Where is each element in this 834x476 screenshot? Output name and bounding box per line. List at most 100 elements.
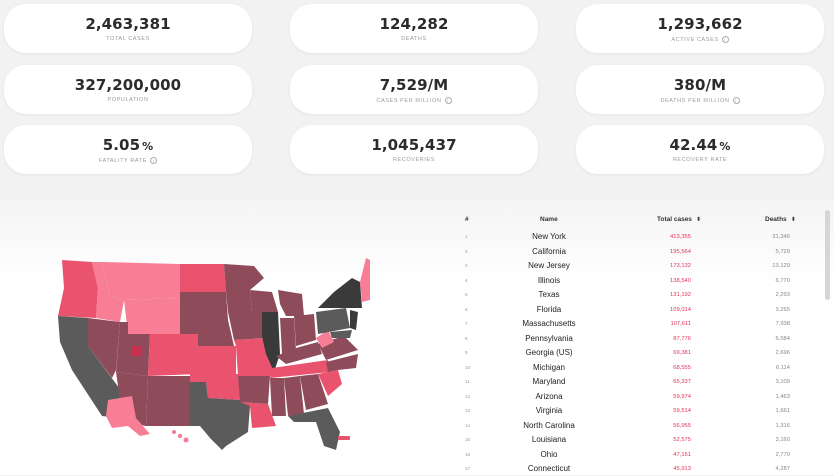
header-deaths[interactable]: Deaths ⬍ bbox=[765, 216, 796, 223]
state-wyoming[interactable] bbox=[124, 298, 180, 334]
stat-value: 380/M bbox=[673, 76, 727, 94]
row-cases: 131,192 bbox=[670, 292, 691, 298]
row-cases: 45,913 bbox=[673, 466, 691, 472]
state-west-virginia[interactable] bbox=[316, 330, 334, 348]
state-oregon[interactable] bbox=[58, 288, 98, 318]
stat-card-deaths: 124,282 DEATHS bbox=[290, 4, 538, 53]
state-minnesota[interactable] bbox=[224, 264, 264, 312]
header-name[interactable]: Name bbox=[540, 216, 558, 223]
table-row[interactable]: 15 Louisiana 52,575 3,160 bbox=[455, 432, 820, 447]
state-texas[interactable] bbox=[190, 382, 250, 450]
state-maryland[interactable] bbox=[330, 330, 352, 338]
table-row[interactable]: 3 New Jersey 173,132 13,129 bbox=[455, 258, 820, 273]
stat-label: RECOVERY RATE bbox=[672, 157, 728, 163]
state-iowa[interactable] bbox=[228, 312, 266, 340]
info-icon[interactable]: i bbox=[444, 97, 452, 104]
state-missouri[interactable] bbox=[234, 338, 274, 376]
info-icon[interactable]: i bbox=[150, 157, 158, 164]
state-hawaii-3[interactable] bbox=[183, 437, 189, 443]
stat-value: 327,200,000 bbox=[74, 76, 182, 94]
table-row[interactable]: 6 Florida 109,014 3,265 bbox=[455, 302, 820, 317]
row-name: Illinois bbox=[537, 275, 561, 285]
table-row[interactable]: 10 Michigan 68,555 6,114 bbox=[455, 360, 820, 375]
stat-value: 7,529/M bbox=[379, 76, 449, 94]
state-new-england[interactable] bbox=[360, 258, 370, 302]
table-scrollbar[interactable] bbox=[825, 210, 830, 300]
state-north-dakota[interactable] bbox=[180, 264, 226, 292]
state-alabama[interactable] bbox=[284, 376, 304, 416]
info-icon[interactable]: i bbox=[732, 97, 740, 104]
row-cases: 138,540 bbox=[670, 277, 691, 284]
sort-icon[interactable]: ⬍ bbox=[695, 217, 701, 223]
state-nevada[interactable] bbox=[88, 318, 120, 378]
table-row[interactable]: 12 Arizona 59,974 1,463 bbox=[455, 389, 820, 404]
state-indiana[interactable] bbox=[280, 318, 296, 354]
row-deaths: 1,316 bbox=[775, 422, 790, 429]
row-rank: 16 bbox=[465, 451, 471, 457]
state-florida[interactable] bbox=[288, 408, 340, 450]
row-name: California bbox=[532, 246, 566, 256]
state-new-mexico[interactable] bbox=[146, 376, 190, 426]
state-south-dakota[interactable] bbox=[180, 292, 228, 320]
state-new-jersey[interactable] bbox=[350, 310, 358, 330]
state-alaska[interactable] bbox=[106, 396, 150, 436]
stats-cards: 2,463,381 TOTAL CASES 124,282 DEATHS 1,2… bbox=[0, 0, 834, 190]
header-total-cases[interactable]: Total cases ⬍ bbox=[657, 216, 701, 223]
stat-label: RECOVERIES bbox=[392, 157, 436, 163]
table-row[interactable]: 16 Ohio 47,151 2,770 bbox=[455, 447, 820, 462]
state-california[interactable] bbox=[58, 316, 128, 418]
state-colorado[interactable] bbox=[148, 334, 198, 376]
table-row[interactable]: 8 Pennsylvania 87,776 6,584 bbox=[455, 331, 820, 346]
state-oklahoma[interactable] bbox=[190, 374, 240, 400]
puerto-rico[interactable] bbox=[338, 436, 350, 440]
table-row[interactable]: 13 Virginia 59,514 1,661 bbox=[455, 403, 820, 418]
state-hawaii-2[interactable] bbox=[177, 433, 183, 439]
state-pennsylvania[interactable] bbox=[316, 308, 350, 334]
state-washington[interactable] bbox=[62, 260, 98, 288]
row-deaths: 3,160 bbox=[775, 437, 790, 443]
state-south-carolina[interactable] bbox=[318, 370, 342, 396]
table-row[interactable]: 9 Georgia (US) 69,381 2,696 bbox=[455, 345, 820, 360]
state-arkansas[interactable] bbox=[238, 376, 270, 404]
state-kentucky[interactable] bbox=[276, 342, 322, 364]
row-name: Maryland bbox=[532, 377, 566, 386]
row-cases: 109,014 bbox=[670, 306, 691, 313]
table-row[interactable]: 5 Texas 131,192 2,293 bbox=[455, 287, 820, 302]
table-row[interactable]: 11 Maryland 65,337 3,109 bbox=[455, 374, 820, 389]
row-cases: 59,974 bbox=[673, 393, 691, 400]
table-row[interactable]: 4 Illinois 138,540 6,770 bbox=[455, 273, 820, 288]
salt-lake-highlight bbox=[132, 346, 142, 356]
table-row[interactable]: 2 California 195,564 5,729 bbox=[455, 244, 820, 259]
info-icon[interactable]: i bbox=[721, 36, 729, 43]
state-michigan[interactable] bbox=[278, 290, 304, 316]
state-nebraska[interactable] bbox=[180, 320, 234, 346]
stat-value: 1,293,662 bbox=[657, 15, 743, 33]
table-row[interactable]: 17 Connecticut 45,913 4,287 bbox=[455, 461, 820, 476]
table-row[interactable]: 1 New York 413,355 31,346 bbox=[455, 229, 820, 244]
table-row[interactable]: 7 Massachusetts 107,611 7,938 bbox=[455, 316, 820, 331]
state-illinois[interactable] bbox=[262, 312, 280, 372]
state-georgia[interactable] bbox=[300, 374, 328, 410]
stat-label: FATALITY RATE i bbox=[4, 157, 252, 164]
row-deaths: 1,463 bbox=[775, 393, 790, 400]
state-tennessee[interactable] bbox=[270, 360, 330, 378]
stat-card-active-cases: 1,293,662 ACTIVE CASES i bbox=[576, 4, 824, 53]
states-table: # Name Total cases ⬍ Deaths ⬍ 1 New York 413… bbox=[455, 210, 820, 475]
state-ohio[interactable] bbox=[294, 314, 316, 346]
stat-value: 1,045,437 bbox=[371, 136, 457, 154]
state-montana[interactable] bbox=[102, 262, 180, 300]
state-louisiana[interactable] bbox=[240, 402, 276, 428]
state-new-york[interactable] bbox=[318, 278, 362, 308]
row-deaths: 6,584 bbox=[775, 335, 790, 342]
stat-label: CASES PER MILLION i bbox=[290, 97, 538, 104]
state-hawaii[interactable] bbox=[172, 430, 176, 434]
stat-card-fatality-rate: 5.05% FATALITY RATE i bbox=[4, 125, 252, 174]
row-name: Connecticut bbox=[527, 464, 571, 473]
state-idaho[interactable] bbox=[92, 262, 124, 322]
table-row[interactable]: 14 North Carolina 56,955 1,316 bbox=[455, 418, 820, 433]
state-kansas[interactable] bbox=[198, 346, 236, 374]
state-mississippi[interactable] bbox=[270, 378, 286, 416]
state-wisconsin[interactable] bbox=[250, 290, 278, 312]
sort-icon[interactable]: ⬍ bbox=[790, 217, 796, 223]
state-north-carolina[interactable] bbox=[326, 354, 358, 372]
